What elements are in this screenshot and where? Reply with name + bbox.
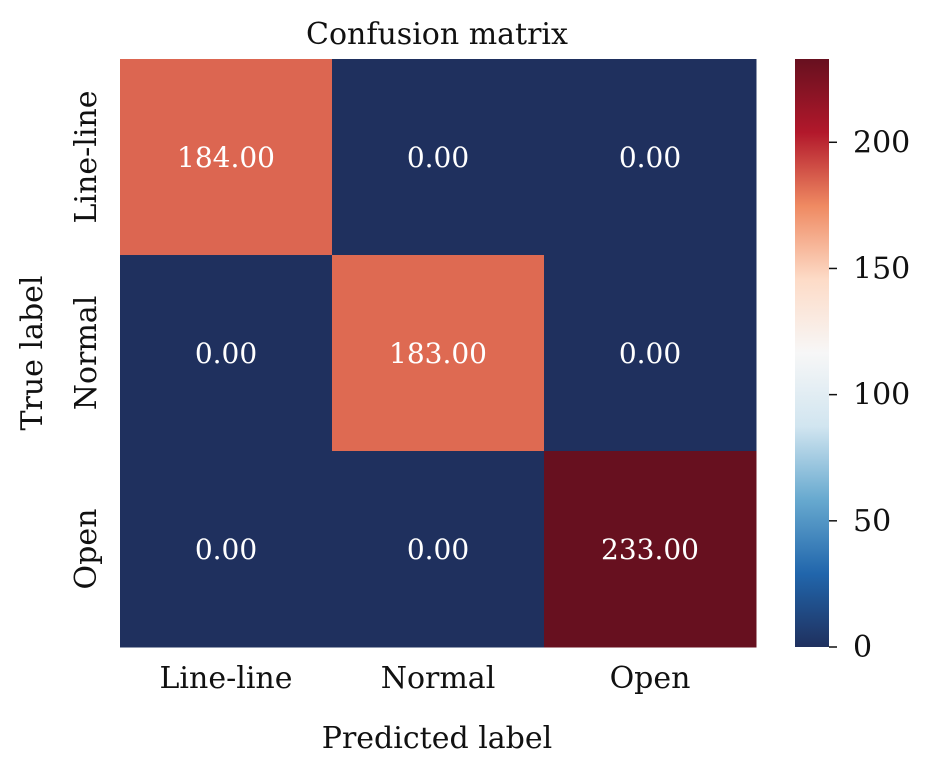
y-tick-label: Normal (69, 296, 104, 411)
cell-value-label: 183.00 (389, 337, 487, 370)
heatmap-cell (332, 451, 545, 648)
cell-value-label: 0.00 (407, 533, 469, 566)
heatmap-cell (120, 59, 333, 256)
x-tick-labels: Line-line Normal Open (160, 661, 691, 696)
heatmap-cell (332, 255, 545, 452)
heatmap-cell (120, 451, 333, 648)
y-tick-labels: Line-line Normal Open (69, 91, 104, 590)
x-tick-label: Open (610, 661, 691, 696)
colorbar-gradient (795, 59, 829, 647)
x-tick-label: Normal (381, 661, 496, 696)
colorbar-tick-label: 150 (853, 251, 910, 286)
x-tick-label: Line-line (160, 661, 293, 696)
cell-value-label: 184.00 (177, 141, 275, 174)
colorbar-tick-label: 0 (853, 630, 872, 665)
heatmap-cell (544, 451, 757, 648)
cell-value-label: 0.00 (195, 533, 257, 566)
colorbar: 0 50 100 150 200 (795, 59, 910, 665)
x-axis-label: Predicted label (322, 721, 552, 756)
y-tick-label: Open (69, 509, 104, 590)
chart-title: Confusion matrix (306, 17, 568, 52)
colorbar-tick-label: 100 (853, 378, 910, 413)
cell-value-label: 0.00 (619, 337, 681, 370)
cell-value-label: 0.00 (195, 337, 257, 370)
cell-value-label: 0.00 (619, 141, 681, 174)
heatmap-cell (332, 59, 545, 256)
y-tick-label: Line-line (69, 91, 104, 224)
heatmap-cell (544, 59, 757, 256)
colorbar-tick-label: 200 (853, 125, 910, 160)
heatmap-cell (120, 255, 333, 452)
cell-value-label: 233.00 (601, 533, 699, 566)
heatmap-cell (544, 255, 757, 452)
cell-value-label: 0.00 (407, 141, 469, 174)
y-axis-label: True label (15, 276, 50, 431)
heatmap-cells: 184.00 0.00 0.00 0.00 183.00 0.00 0.00 0.00 233.… (120, 59, 757, 648)
colorbar-tick-label: 50 (853, 504, 891, 539)
